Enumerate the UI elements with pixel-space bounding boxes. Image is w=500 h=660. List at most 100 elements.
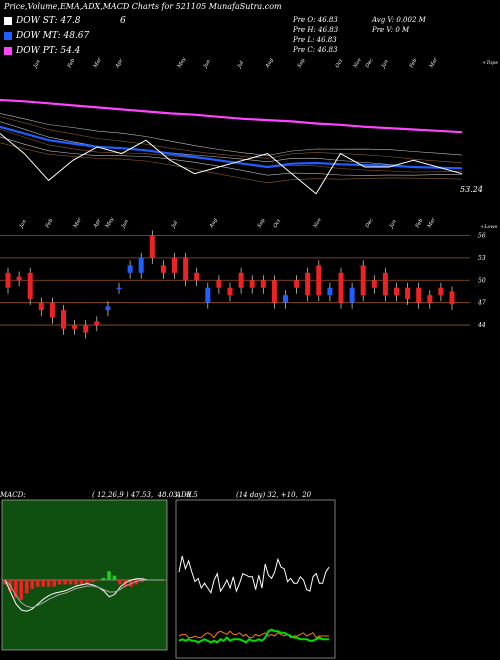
macd-hist-bar-18 [101,577,106,580]
price-candle-4 [49,302,55,318]
macd-panel-bg [1,499,168,651]
ema-band-5 [0,142,463,184]
price-candle-2 [27,272,33,299]
price-candle-14 [160,265,166,273]
macd-hist-bar-2 [13,580,18,598]
macd-series-line-1 [4,579,164,609]
price-date-label-0: Jan [18,219,28,230]
price-tick-label-3: 47 [477,300,486,307]
macd-hist-bar-5 [30,580,35,589]
adx-series-line-0 [178,555,330,595]
price-date-label-3: Apr [92,218,103,230]
stat-open: Pre O: 46.83 [293,16,338,24]
price-candle-12 [138,257,144,273]
adx-series-line-2 [178,628,329,644]
price-candle-33 [371,280,377,288]
price-corner-label: +Lows [480,224,498,230]
ema-corner-label: +Tops [482,60,498,66]
price-candle-39 [438,287,444,296]
ema-date-label-10: Nov [352,57,363,70]
adx-panel-bg [175,499,336,659]
legend-dow-pt: DOW PT: 54.4 [4,46,80,56]
ema-date-label-12: Jan [380,59,390,70]
legend-label-mt: DOW MT: 48.67 [16,31,90,41]
price-candle-26 [294,280,300,288]
price-candle-40 [449,291,455,305]
legend-swatch-mt [4,31,12,40]
price-date-label-13: Feb [414,218,424,230]
ema-date-label-1: Feb [66,58,76,70]
macd-hist-bar-22 [123,580,128,587]
ema-date-label-13: Feb [408,58,418,70]
macd-hist-bar-3 [19,580,24,600]
price-candle-11 [127,265,133,273]
last-price-label: 53.24 [460,185,483,194]
price-candle-23 [260,280,266,288]
price-date-label-11: Dec [364,217,375,229]
macd-hist-bar-25 [140,580,144,583]
ema-date-label-8: Sep [297,57,307,69]
price-candle-7 [83,325,89,333]
stats-prev-ohlc: Pre O: 46.83 Pre H: 46.83 Pre L: 46.83 P… [293,16,338,56]
macd-hist-bar-21 [118,580,122,585]
stat-close: Pre C: 46.83 [293,46,338,54]
macd-hist-bar-9 [52,580,56,587]
legend-dow-st: DOW ST: 47.8 6 [4,16,126,26]
price-candle-18 [205,287,211,303]
macd-hist-bar-17 [96,580,100,581]
macd-hist-bar-7 [41,580,45,587]
price-tick-label-1: 53 [478,255,486,262]
price-candle-37 [416,287,422,303]
price-candle-25 [283,295,288,303]
price-candle-16 [183,257,189,281]
adx-series-line-1 [178,630,329,639]
price-date-label-4: May [104,216,115,229]
price-date-label-1: Feb [44,218,54,230]
stat-prev-volume: Pre V: 0 M [372,26,410,34]
ema-series-line-1 [0,125,463,170]
ema-band-0 [0,113,463,156]
ema-date-label-4: May [176,56,187,69]
price-candle-21 [238,272,244,288]
macd-hist-bar-8 [46,580,51,587]
ema-date-label-7: Aug [264,57,275,70]
macd-hist-bar-15 [85,580,89,585]
legend-extra-st: 6 [120,16,126,26]
price-candle-29 [327,287,333,296]
price-candle-6 [72,325,78,329]
legend-swatch-pt [4,46,12,55]
ema-series-line-2 [0,133,463,195]
macd-hist-bar-24 [134,580,139,585]
macd-hist-bar-0 [3,580,7,585]
ema-band-2 [0,121,463,169]
macd-hist-bar-14 [79,580,84,585]
price-candle-0 [5,272,11,288]
stats-volume: Avg V: 0.002 M Pre V: 0 M [372,16,426,36]
price-candle-35 [394,287,399,296]
macd-params: ( 12,26,9 ) 47.53, 48.03, -0.5 [92,491,198,499]
price-candle-1 [16,276,22,281]
ema-date-label-2: Mar [92,56,103,69]
price-candle-3 [38,302,44,311]
price-date-label-10: Nov [312,217,323,230]
price-candle-31 [349,287,355,303]
price-date-label-5: Jun [120,219,130,230]
price-candle-22 [249,280,255,288]
price-date-label-12: Jan [388,219,398,230]
price-date-label-7: Aug [208,217,219,230]
price-candle-15 [172,257,177,273]
macd-hist-bar-12 [68,580,73,585]
price-candle-28 [316,265,322,296]
price-candle-8 [94,321,100,326]
stat-low: Pre L: 46.83 [293,36,337,44]
stat-avg-volume: Avg V: 0.002 M [372,16,426,24]
ema-series-line-0 [0,98,463,134]
price-candle-24 [271,280,277,303]
ema-date-label-0: Jan [32,59,42,70]
price-date-label-6: Jul [170,220,179,230]
stat-high: Pre H: 46.83 [293,26,339,34]
price-candle-34 [382,272,388,296]
price-candle-5 [61,310,66,329]
price-candle-9 [105,306,111,311]
legend-label-pt: DOW PT: 54.4 [16,46,81,56]
